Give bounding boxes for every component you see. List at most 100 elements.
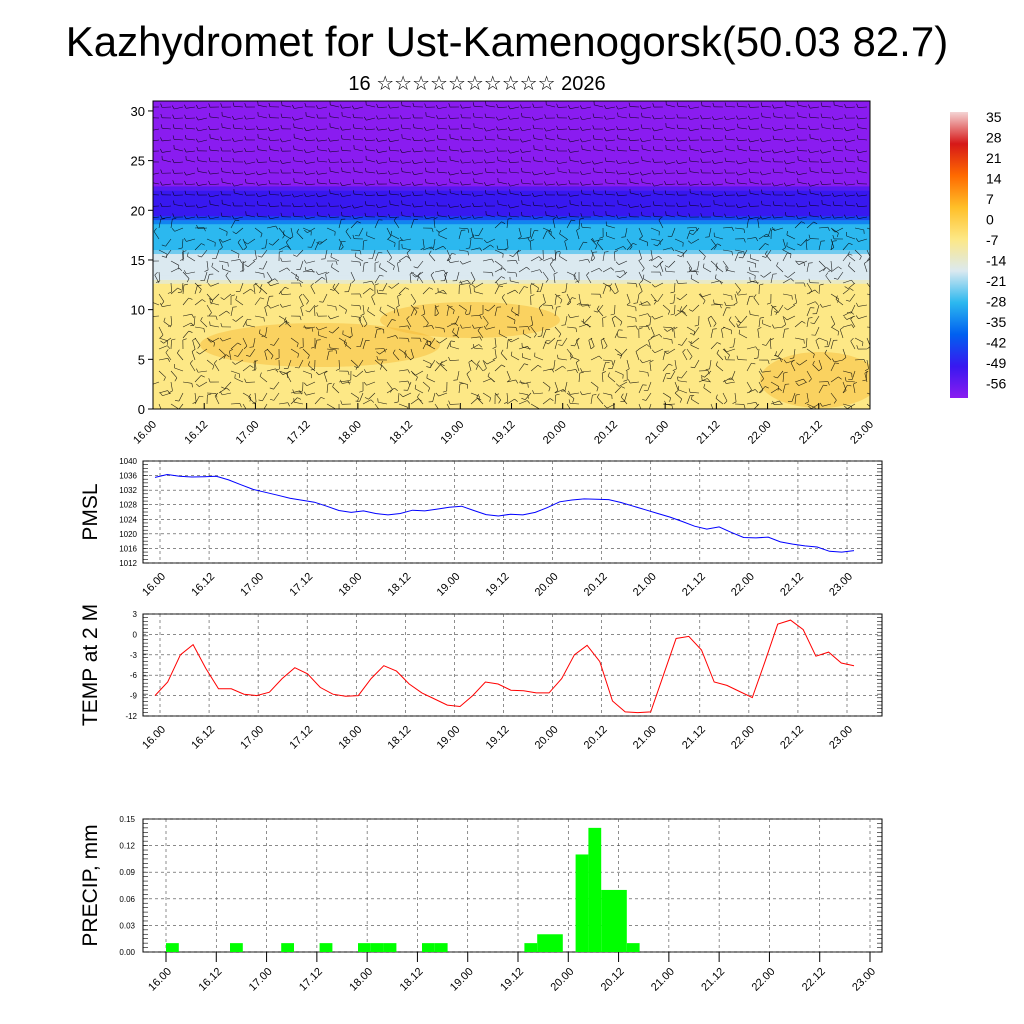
precip-xtick-label-7: 19.12 [498,966,526,994]
pmsl-xtick-label-4: 18.00 [336,571,364,599]
cross-xtick-label-14: 23.00 [848,419,876,447]
precip-xtick-label-1: 16.12 [196,966,224,994]
chart-subtitle: 16 ☆☆☆☆☆☆☆☆☆☆ 2026 [348,73,606,95]
precip-xtick-label-8: 20.00 [548,966,576,994]
precip-bar-32 [575,854,589,952]
colorbar: 35 28 21 14 7 0 -7 -14 -21 -28 -35 -42 -49 -56 [950,109,1006,398]
cross-ytick-label-1: 5 [138,352,145,367]
precip-bar-36 [626,943,640,952]
cross-xtick-label-8: 20.00 [541,419,569,447]
temp-xtick-label-8: 20.00 [533,724,561,752]
precip-bar-35 [614,889,627,952]
pmsl-xtick-label-12: 22.00 [729,571,757,599]
cross-ytick-label-5: 25 [131,154,145,169]
pmsl-xtick-label-9: 20.12 [582,571,610,599]
cross-xtick-label-5: 18.12 [387,419,415,447]
colorbar-label-7: -14 [986,253,1006,269]
pmsl-xtick-label-6: 19.00 [435,571,463,599]
pmsl-xtick-label-3: 17.12 [287,571,315,599]
temp-ylabel: TEMP at 2 M [79,604,102,726]
layer-transition-2 [153,246,870,255]
colorbar-ramp [950,112,968,398]
cross-ytick-label-3: 15 [131,253,145,268]
temp-xtick-label-13: 22.12 [778,724,806,752]
colorbar-label-9: -28 [986,294,1006,310]
temp-xtick-label-14: 23.00 [827,724,855,752]
precip-xtick-label-6: 19.00 [448,966,476,994]
layer-transition-1 [153,275,870,284]
temp-ytick-label-0: -12 [125,712,137,721]
precip-bar-28 [524,943,538,952]
colorbar-label-8: -21 [986,273,1006,289]
precip-bar-20 [422,943,435,952]
temperature-layer-3 [153,190,870,221]
pmsl-xtick-label-2: 17.00 [238,571,266,599]
cross-ytick-label-6: 30 [131,104,145,119]
temp-xtick-label-3: 17.12 [287,724,315,752]
precip-bar-17 [383,943,397,952]
temp-ytick-label-1: -9 [130,692,138,701]
colorbar-label-3: 14 [986,171,1002,187]
precip-xtick-label-12: 22.00 [750,966,778,994]
pmsl-xtick-label-11: 21.12 [680,571,708,599]
chart-title: Kazhydromet for Ust-Kamenogorsk(50.03 82… [65,18,949,65]
pmsl-ytick-label-7: 1040 [119,457,137,466]
precip-bar-0 [166,943,179,952]
temp-xtick-label-12: 22.00 [729,724,757,752]
temp-xtick-label-10: 21.00 [631,724,659,752]
cross-xtick-label-1: 16.12 [182,419,210,447]
cross-xtick-label-12: 22.00 [746,419,774,447]
temp-ytick-label-3: -3 [130,651,138,660]
temp-xtick-label-4: 18.00 [336,724,364,752]
cross-xtick-label-11: 21.12 [695,419,723,447]
cross-ytick-label-4: 20 [131,203,145,218]
precip-panel: 0.00 0.03 0.06 0.09 0.12 0.15 16.00 16.12 17.00 1… [79,815,883,994]
precip-bar-12 [319,943,333,952]
pmsl-ytick-label-0: 1012 [119,559,137,568]
pmsl-xtick-label-13: 22.12 [778,571,806,599]
precip-ytick-label-0: 0.00 [119,948,135,957]
colorbar-label-4: 7 [986,191,994,207]
temp-ytick-label-5: 3 [133,610,138,619]
cross-ytick-label-0: 0 [138,402,145,417]
pmsl-xtick-label-14: 23.00 [827,571,855,599]
colorbar-label-10: -35 [986,314,1006,330]
temp-ytick-label-2: -6 [130,671,138,680]
temp-xtick-label-9: 20.12 [582,724,610,752]
temperature-layer-1 [153,250,870,280]
pmsl-ytick-label-4: 1028 [119,501,137,510]
pmsl-series-line [154,473,855,553]
temp-xtick-label-11: 21.12 [680,724,708,752]
precip-bar-30 [550,934,563,952]
temp-series-line [154,619,855,714]
precip-xtick-label-0: 16.00 [146,966,174,994]
colorbar-label-12: -49 [986,355,1006,371]
cross-xtick-label-3: 17.12 [285,419,313,447]
pmsl-xtick-label-10: 21.00 [631,571,659,599]
precip-xtick-label-9: 20.12 [599,966,627,994]
temp-xtick-label-7: 19.12 [484,724,512,752]
warm-patch-1 [760,352,870,408]
precip-xtick-label-5: 18.12 [398,966,426,994]
cross-xtick-label-0: 16.00 [131,419,159,447]
pmsl-frame [142,460,883,564]
temperature-layer-4 [153,101,870,191]
warm-patch-2 [380,302,560,338]
cross-xtick-label-9: 20.12 [592,419,620,447]
temp-panel: -12 -9 -6 -3 0 3 16.00 16.12 17.00 17.12 18.00 18.1… [79,604,883,752]
cross-xtick-label-2: 17.00 [234,419,262,447]
temp-ytick-label-4: 0 [133,630,138,639]
temp-xtick-label-2: 17.00 [238,724,266,752]
precip-ytick-label-4: 0.12 [119,842,135,851]
cross-xtick-label-6: 19.00 [438,419,466,447]
precip-bar-33 [588,827,602,952]
pmsl-ytick-label-6: 1036 [119,472,137,481]
precip-bar-34 [601,889,614,952]
precip-bar-21 [434,943,448,952]
precip-ylabel: PRECIP, mm [79,824,102,946]
cross-xtick-label-7: 19.12 [490,419,518,447]
colorbar-label-0: 35 [986,109,1002,125]
colorbar-label-6: -7 [986,232,999,248]
precip-ytick-label-2: 0.06 [119,895,135,904]
pmsl-ytick-label-3: 1024 [119,515,137,524]
